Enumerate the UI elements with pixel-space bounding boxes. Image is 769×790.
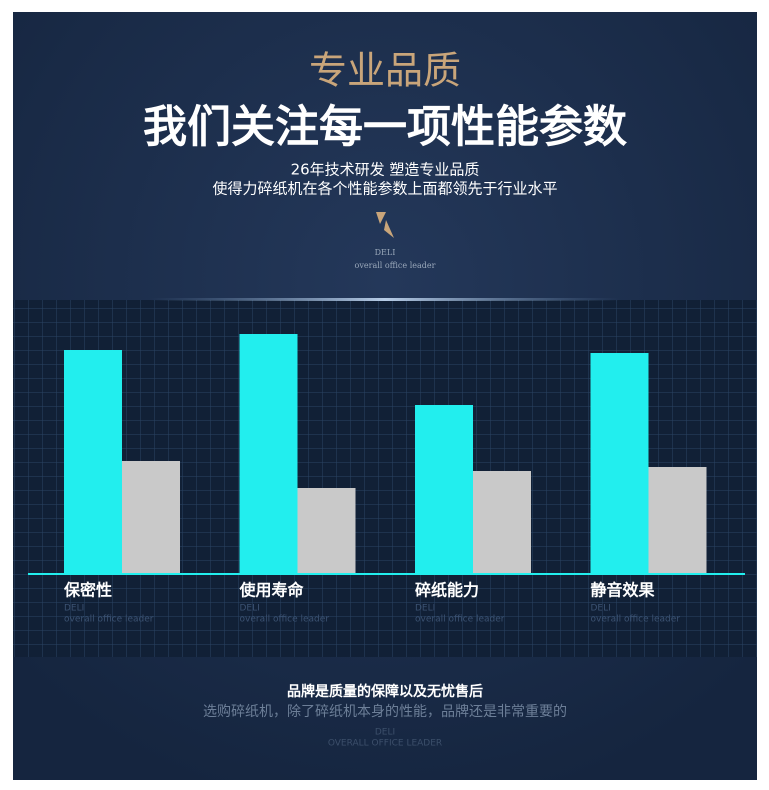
category-label: 碎纸能力 <box>415 581 479 600</box>
category-label: 使用寿命 <box>239 581 305 600</box>
subtitle: 使得力碎纸机在各个性能参数上面都领先于行业水平 <box>212 180 557 198</box>
bar <box>648 467 707 573</box>
subtitle: 26年技术研发 塑造专业品质 <box>291 161 480 179</box>
bar <box>64 350 122 573</box>
category-tagline: overall office leader <box>591 615 681 625</box>
footer-title: 品牌是质量的保障以及无忧售后 <box>287 683 483 700</box>
bar <box>590 353 649 573</box>
category-brand: DELI <box>591 604 611 614</box>
bar <box>415 405 473 573</box>
category-label: 保密性 <box>63 581 112 600</box>
glow-line <box>150 298 620 301</box>
footer-brand: DELI <box>375 728 395 738</box>
headline: 我们关注每一项性能参数 <box>143 102 627 153</box>
logo-mark <box>376 212 394 238</box>
category-tagline: overall office leader <box>240 615 330 625</box>
logo-brand: DELI <box>375 248 396 257</box>
bar <box>473 471 531 573</box>
category-brand: DELI <box>240 604 260 614</box>
bar <box>122 461 180 573</box>
category-label: 静音效果 <box>591 581 655 600</box>
kicker: 专业品质 <box>309 49 461 93</box>
footer-text: 选购碎纸机，除了碎纸机本身的性能，品牌还是非常重要的 <box>203 703 567 720</box>
category-brand: DELI <box>64 604 84 614</box>
bar <box>239 334 298 573</box>
category-tagline: overall office leader <box>64 615 154 625</box>
category-brand: DELI <box>415 604 435 614</box>
category-tagline: overall office leader <box>415 615 505 625</box>
footer-tagline: OVERALL OFFICE LEADER <box>328 739 442 749</box>
logo-tagline: overall office leader <box>355 261 436 270</box>
bar <box>297 488 356 573</box>
